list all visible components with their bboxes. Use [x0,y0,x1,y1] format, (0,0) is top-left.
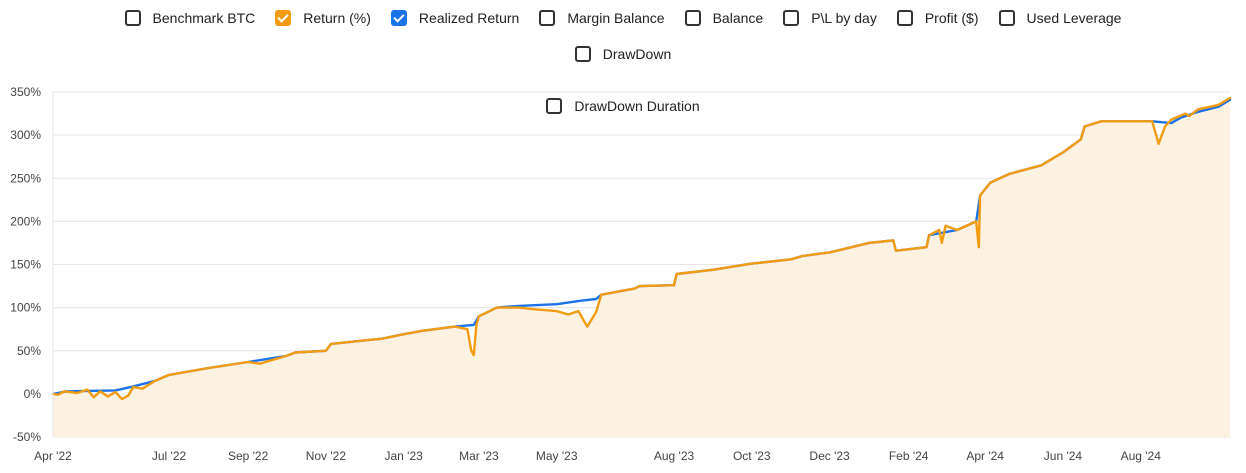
x-tick-label: Sep '22 [228,449,269,463]
y-tick-label: 0% [24,387,42,401]
x-tick-label: Apr '24 [966,449,1004,463]
legend-label: Margin Balance [567,10,665,26]
series-area-layer [53,98,1230,437]
legend-toggle-drawdown[interactable]: DrawDown [574,44,672,64]
legend-label: Benchmark BTC [152,10,256,26]
legend-toggle-realized-return[interactable]: Realized Return [390,8,520,28]
x-tick-label: Apr '22 [34,449,72,463]
x-tick-label: Nov '22 [306,449,347,463]
checkbox-icon[interactable] [684,10,701,26]
x-tick-label: Dec '23 [809,449,850,463]
series-legend: Benchmark BTC Return (%) Realized Return Ma… [0,8,1246,116]
legend-toggle-balance[interactable]: Balance [684,8,764,28]
checkbox-icon[interactable] [896,10,913,26]
legend-toggle-return[interactable]: Return (%) [275,8,371,28]
legend-label: Realized Return [418,10,520,26]
checkbox-icon[interactable] [390,10,407,26]
checkbox-icon[interactable] [275,10,292,26]
y-tick-label: 150% [10,258,41,272]
legend-toggle-margin-balance[interactable]: Margin Balance [539,8,665,28]
series-area-1 [53,98,1230,437]
legend-toggle-used-leverage[interactable]: Used Leverage [998,8,1122,28]
series-line-return- [51,96,1232,401]
y-tick-label: 200% [10,214,41,228]
checkbox-icon[interactable] [546,98,563,114]
legend-toggle-p-l-by-day[interactable]: P\L by day [783,8,877,28]
y-tick-label: 50% [17,344,41,358]
series-line-layer [51,96,1232,401]
legend-label: Return (%) [303,10,371,26]
legend-label: Profit ($) [924,10,979,26]
legend-toggle-profit[interactable]: Profit ($) [896,8,979,28]
y-tick-label: -50% [13,430,41,444]
x-tick-label: Jan '23 [385,449,424,463]
x-tick-label: Aug '24 [1121,449,1162,463]
checkbox-icon[interactable] [124,10,141,26]
legend-label: DrawDown [602,46,672,62]
x-tick-label: Feb '24 [889,449,929,463]
x-tick-label: Jun '24 [1044,449,1083,463]
x-tick-label: Oct '23 [733,449,771,463]
x-tick-label: Jul '22 [152,449,187,463]
legend-toggle-benchmark-btc[interactable]: Benchmark BTC [124,8,256,28]
legend-label: Used Leverage [1026,10,1122,26]
checkbox-icon[interactable] [998,10,1015,26]
y-tick-label: 100% [10,301,41,315]
legend-label: P\L by day [811,10,877,26]
checkbox-icon[interactable] [574,46,591,62]
x-tick-label: Aug '23 [654,449,695,463]
x-tick-label: May '23 [536,449,578,463]
legend-label: Balance [712,10,764,26]
x-tick-label: Mar '23 [459,449,499,463]
checkbox-icon[interactable] [539,10,556,26]
y-tick-label: 300% [10,128,41,142]
checkbox-icon[interactable] [783,10,800,26]
legend-label: DrawDown Duration [574,98,700,114]
legend-toggle-drawdown-duration[interactable]: DrawDown Duration [546,96,700,116]
y-tick-label: 350% [10,85,41,99]
y-tick-label: 250% [10,171,41,185]
axis-layer: -50% 0% 50% 100% 150% 200% 250% 300% 350% Apr '22… [10,85,1161,463]
